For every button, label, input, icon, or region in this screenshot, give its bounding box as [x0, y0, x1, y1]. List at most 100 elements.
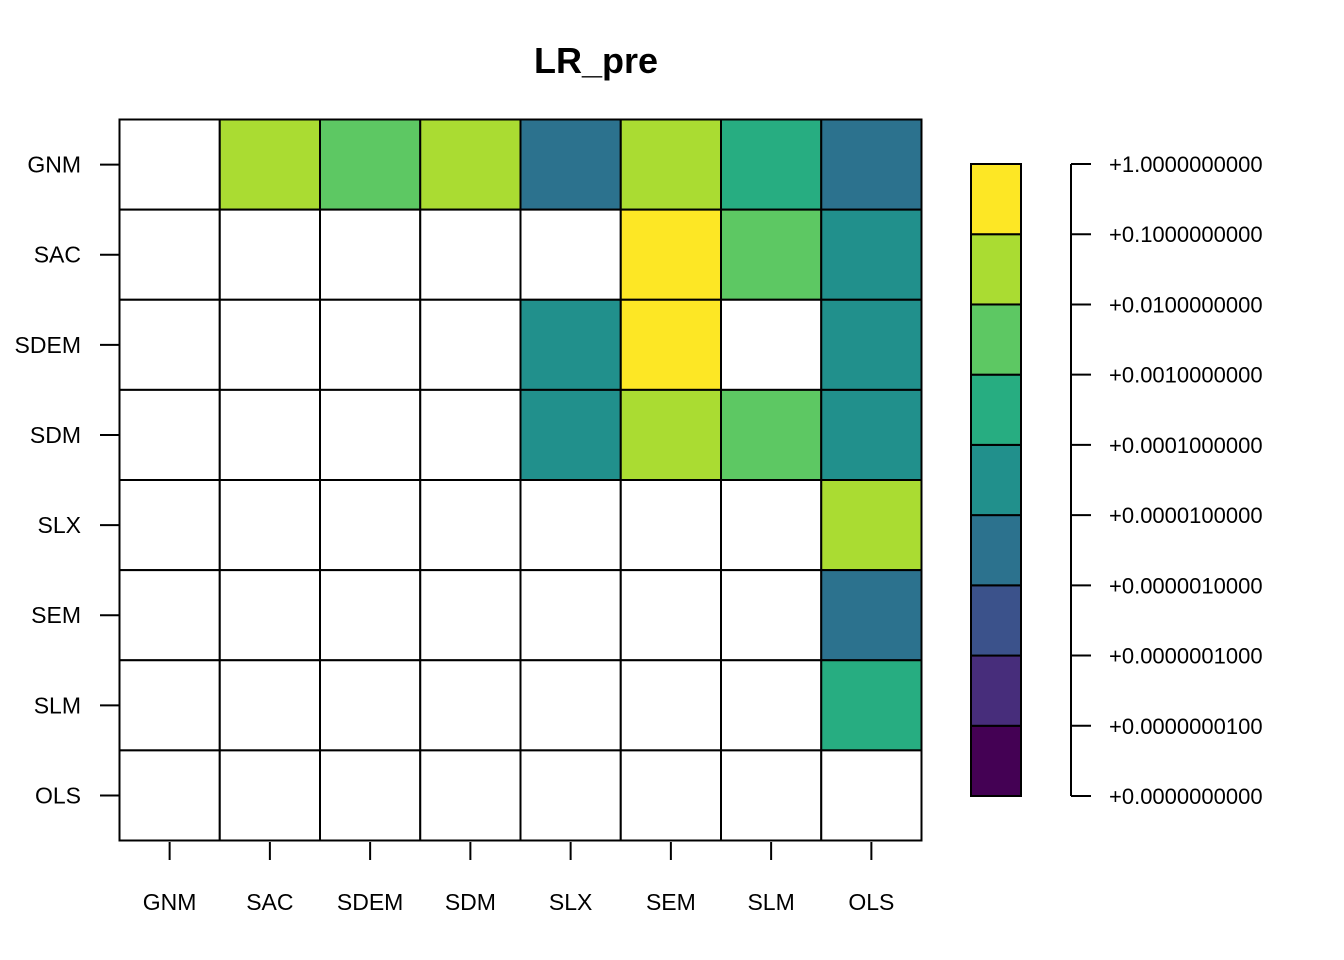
legend-tick-label: +0.0000000000: [1109, 784, 1263, 809]
heatmap-cell-gnm-ols: [820, 118, 923, 211]
heatmap-cell-sem-sdm: [419, 569, 522, 662]
heatmap-cell-slx-sdm: [419, 479, 522, 572]
y-tick-label: SDM: [30, 422, 81, 448]
heatmap-cell-slx-sac: [218, 479, 321, 572]
heatmap-cell-slm-ols: [820, 659, 923, 752]
heatmap-cell-ols-sem: [619, 749, 722, 842]
heatmap-cell-sem-sem: [619, 569, 722, 662]
heatmap-cell-sac-slx: [519, 208, 622, 301]
legend-tick-label: +0.0000010000: [1109, 573, 1263, 598]
legend-tick-label: +0.0001000000: [1109, 433, 1263, 458]
heatmap-cell-slm-sdem: [319, 659, 422, 752]
heatmap-cell-sdem-ols: [820, 298, 923, 391]
heatmap-cell-slx-sdem: [319, 479, 422, 572]
heatmap-cell-slx-slm: [720, 479, 823, 572]
heatmap-cell-sac-ols: [820, 208, 923, 301]
heatmap-cell-ols-sdem: [319, 749, 422, 842]
x-tick-label: SAC: [246, 889, 293, 915]
y-tick-label: SAC: [34, 242, 81, 268]
legend-tick-label: +0.0000001000: [1109, 644, 1263, 669]
legend-swatch: [970, 303, 1022, 376]
y-tick-label: GNM: [27, 152, 81, 178]
heatmap-cell-slm-gnm: [118, 659, 221, 752]
heatmap-cell-gnm-slx: [519, 118, 622, 211]
legend-tick-label: +0.1000000000: [1109, 222, 1263, 247]
heatmap-cell-sdm-gnm: [118, 388, 221, 481]
heatmap-cells: [118, 118, 923, 842]
heatmap-cell-ols-sdm: [419, 749, 522, 842]
legend-tick-label: +0.0000000100: [1109, 714, 1263, 739]
heatmap-cell-sdem-gnm: [118, 298, 221, 391]
legend-swatch: [970, 514, 1022, 587]
legend-swatch: [970, 654, 1022, 727]
heatmap-cell-sem-ols: [820, 569, 923, 662]
y-tick-label: SEM: [31, 602, 81, 628]
heatmap-cell-gnm-sdem: [319, 118, 422, 211]
heatmap-cell-slm-slx: [519, 659, 622, 752]
heatmap-cell-gnm-gnm: [118, 118, 221, 211]
heatmap-cell-slm-slm: [720, 659, 823, 752]
x-tick-label: SLM: [747, 889, 794, 915]
heatmap-cell-sdem-sem: [619, 298, 722, 391]
y-tick-label: SLM: [34, 692, 81, 718]
heatmap-cell-slm-sdm: [419, 659, 522, 752]
heatmap-cell-gnm-sac: [218, 118, 321, 211]
x-tick-label: SEM: [646, 889, 696, 915]
heatmap-cell-sem-gnm: [118, 569, 221, 662]
heatmap-cell-ols-slm: [720, 749, 823, 842]
heatmap-cell-sdem-slx: [519, 298, 622, 391]
legend-tick-label: +0.0010000000: [1109, 363, 1263, 388]
heatmap-cell-slx-gnm: [118, 479, 221, 572]
heatmap-cell-sac-sac: [218, 208, 321, 301]
heatmap-cell-sem-sac: [218, 569, 321, 662]
heatmap-cell-sdm-ols: [820, 388, 923, 481]
heatmap-cell-sac-gnm: [118, 208, 221, 301]
x-tick-label: GNM: [143, 889, 197, 915]
heatmap-cell-sem-slm: [720, 569, 823, 662]
heatmap-cell-ols-sac: [218, 749, 321, 842]
legend-swatch: [970, 443, 1022, 517]
heatmap-cell-sdem-sac: [218, 298, 321, 391]
x-tick-label: SDM: [445, 889, 496, 915]
heatmap-cell-sdm-sdem: [319, 388, 422, 481]
x-axis: GNM SAC SDEM SDM SLX SEM SLM OLS: [143, 842, 894, 915]
x-tick-label: SLX: [549, 889, 592, 915]
legend-swatch: [970, 724, 1022, 797]
chart-title: LR_pre: [534, 40, 658, 81]
y-tick-label: SDEM: [15, 332, 81, 358]
heatmap-cell-ols-gnm: [118, 749, 221, 842]
x-tick-label: SDEM: [337, 889, 403, 915]
heatmap-cell-sdm-slx: [519, 388, 622, 481]
heatmap-cell-ols-ols: [820, 749, 923, 842]
heatmap-cell-sem-sdem: [319, 569, 422, 662]
x-tick-label: OLS: [848, 889, 894, 915]
y-tick-label: OLS: [35, 782, 81, 808]
heatmap-cell-slx-slx: [519, 479, 622, 572]
heatmap-cell-sdem-slm: [720, 298, 823, 391]
legend-tick-label: +1.0000000000: [1109, 152, 1263, 177]
heatmap-cell-gnm-sem: [619, 118, 722, 211]
heatmap-cell-sdem-sdm: [419, 298, 522, 391]
heatmap-cell-gnm-slm: [720, 118, 823, 211]
legend-tick-label: +0.0100000000: [1109, 292, 1263, 317]
heatmap-cell-slx-sem: [619, 479, 722, 572]
legend-swatch: [970, 163, 1022, 236]
legend-swatch: [970, 373, 1022, 446]
heatmap-cell-sdm-sem: [619, 388, 722, 481]
heatmap-cell-sem-slx: [519, 569, 622, 662]
legend-tick-label: +0.0000100000: [1109, 503, 1263, 528]
heatmap-cell-sac-sem: [619, 208, 722, 301]
heatmap-cell-ols-slx: [519, 749, 622, 842]
color-legend: +1.0000000000 +0.1000000000 +0.0100000000 +…: [970, 152, 1263, 809]
heatmap-cell-gnm-sdm: [419, 118, 522, 211]
y-tick-label: SLX: [38, 512, 81, 538]
heatmap-cell-sac-slm: [720, 208, 823, 301]
heatmap-cell-sdm-slm: [720, 388, 823, 481]
y-axis: GNM SAC SDEM SDM SLX SEM SLM OLS: [15, 152, 119, 808]
heatmap-cell-slx-ols: [820, 479, 923, 572]
heatmap-cell-sdm-sdm: [419, 388, 522, 481]
legend-swatch: [970, 584, 1022, 657]
heatmap-cell-sac-sdm: [419, 208, 522, 301]
heatmap-cell-sac-sdem: [319, 208, 422, 301]
